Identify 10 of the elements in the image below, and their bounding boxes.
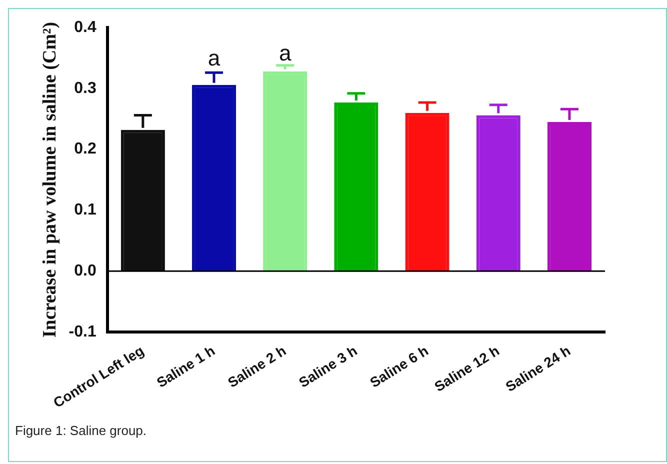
y-tick-label: 0.2 (74, 140, 96, 158)
y-axis-title: Increase in paw volume in saline (Cm²) (39, 22, 60, 338)
annotation: a (278, 40, 292, 66)
y-tick-label: -0.1 (68, 323, 96, 340)
y-tick-label: 0.3 (74, 80, 96, 97)
annotation: a (208, 45, 221, 70)
y-tick-label: 0.4 (74, 19, 96, 36)
y-tick-label: 0.0 (74, 262, 96, 280)
caption: Figure 1: Saline group. (15, 423, 148, 438)
y-tick-label: 0.1 (74, 202, 96, 219)
